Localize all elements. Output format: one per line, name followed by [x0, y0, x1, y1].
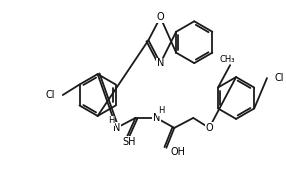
Text: SH: SH	[122, 137, 136, 147]
Text: Cl: Cl	[275, 73, 285, 83]
Text: OH: OH	[170, 147, 185, 157]
Text: H: H	[108, 116, 115, 125]
Text: O: O	[205, 123, 213, 133]
Text: N: N	[153, 113, 160, 123]
Text: N: N	[113, 123, 120, 133]
Text: Cl: Cl	[45, 90, 55, 100]
Text: CH₃: CH₃	[219, 55, 235, 64]
Text: H: H	[158, 107, 164, 115]
Text: O: O	[156, 12, 164, 22]
Text: N: N	[157, 58, 164, 68]
